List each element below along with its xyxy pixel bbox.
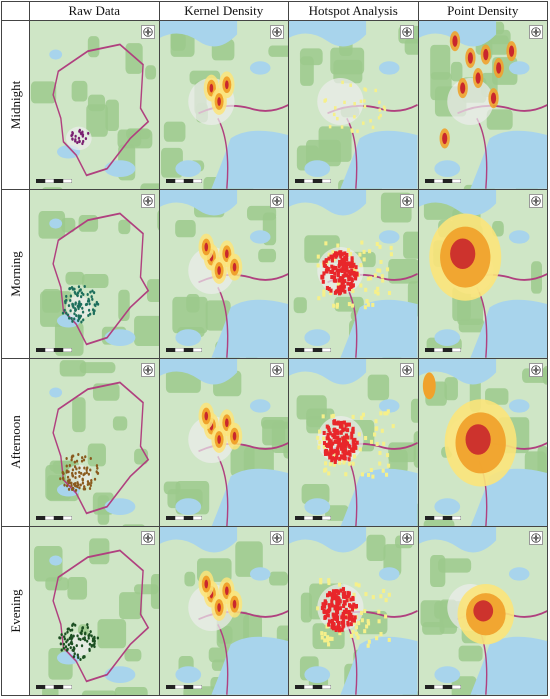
map-image [418,358,547,527]
compass-rose-icon [529,531,543,546]
compass-rose-icon [399,193,414,208]
map-image [159,189,288,358]
scale-bar-icon [424,178,461,183]
compass-rose-icon [140,531,155,546]
figure-row-evening: Evening [1,526,548,696]
compass-rose-icon [140,193,155,208]
map-panel [159,527,288,695]
map-cell-afternoon-hotspot-analysis [288,357,419,528]
map-image [30,358,159,527]
scale-bar-icon [295,178,331,183]
map-panel [418,189,547,358]
column-header-raw-data: Raw Data [29,1,160,21]
row-header-midnight: Midnight [1,20,30,190]
map-cell-afternoon-kernel-density [158,357,289,528]
map-cell-afternoon-point-density [417,357,548,528]
map-panel [30,21,159,189]
compass-rose-icon [270,193,284,208]
map-panel [159,189,288,358]
map-cell-morning-kernel-density [158,188,289,359]
row-label: Afternoon [7,415,23,470]
map-panel [289,189,418,358]
row-header-afternoon: Afternoon [1,357,30,528]
map-image [159,527,288,695]
map-panel [289,527,418,695]
map-panel [159,358,288,527]
scale-bar-icon [36,178,72,183]
scale-bar-icon [165,516,202,521]
scale-bar-icon [424,685,461,689]
map-cell-midnight-raw-data [29,20,160,190]
map-image [289,527,418,695]
map-image [30,527,159,695]
figure-row-afternoon: Afternoon [1,357,548,528]
map-cell-midnight-kernel-density [158,20,289,190]
column-header-hotspot-analysis: Hotspot Analysis [288,1,419,21]
compass-rose-icon [529,25,543,39]
map-image [30,21,159,189]
scale-bar-icon [295,516,331,521]
scale-bar-icon [295,685,331,689]
map-cell-evening-kernel-density [158,526,289,696]
map-image [30,189,159,358]
map-image [159,21,288,189]
scale-bar-icon [424,516,461,521]
figure-row-morning: Morning [1,188,548,359]
compass-rose-icon [399,362,414,377]
compass-rose-icon [140,362,155,377]
scale-bar-icon [36,685,72,689]
map-image [289,189,418,358]
row-label: Midnight [7,80,23,130]
map-cell-morning-raw-data [29,188,160,359]
scale-bar-icon [295,347,331,352]
map-image [418,21,547,189]
scale-bar-icon [36,516,72,521]
scale-bar-icon [165,178,202,183]
map-cell-morning-point-density [417,188,548,359]
map-panel [159,21,288,189]
map-panel [289,21,418,189]
corner-cell [1,1,30,21]
compass-rose-icon [399,531,414,546]
map-cell-evening-point-density [417,526,548,696]
map-cell-evening-raw-data [29,526,160,696]
map-panel [289,358,418,527]
row-label: Evening [7,589,23,633]
compass-rose-icon [399,25,414,39]
compass-rose-icon [140,25,155,39]
map-image [159,358,288,527]
map-image [418,189,547,358]
map-panel [418,527,547,695]
column-header-point-density: Point Density [417,1,548,21]
map-cell-midnight-hotspot-analysis [288,20,419,190]
scale-bar-icon [165,347,202,352]
compass-rose-icon [529,193,543,208]
scale-bar-icon [165,685,202,689]
map-cell-afternoon-raw-data [29,357,160,528]
map-image [418,527,547,695]
map-cell-evening-hotspot-analysis [288,526,419,696]
compass-rose-icon [270,531,284,546]
compass-rose-icon [529,362,543,377]
map-image [289,358,418,527]
map-image [289,21,418,189]
row-header-evening: Evening [1,526,30,696]
compass-rose-icon [270,362,284,377]
map-panel [418,21,547,189]
map-panel [30,527,159,695]
map-cell-morning-hotspot-analysis [288,188,419,359]
map-panel [30,189,159,358]
row-header-morning: Morning [1,188,30,359]
column-header-kernel-density: Kernel Density [158,1,289,21]
map-panel [30,358,159,527]
row-label: Morning [7,250,23,297]
scale-bar-icon [36,347,72,352]
compass-rose-icon [270,25,284,39]
map-cell-midnight-point-density [417,20,548,190]
scale-bar-icon [424,347,461,352]
figure-row-midnight: Midnight [1,20,548,190]
map-panel [418,358,547,527]
